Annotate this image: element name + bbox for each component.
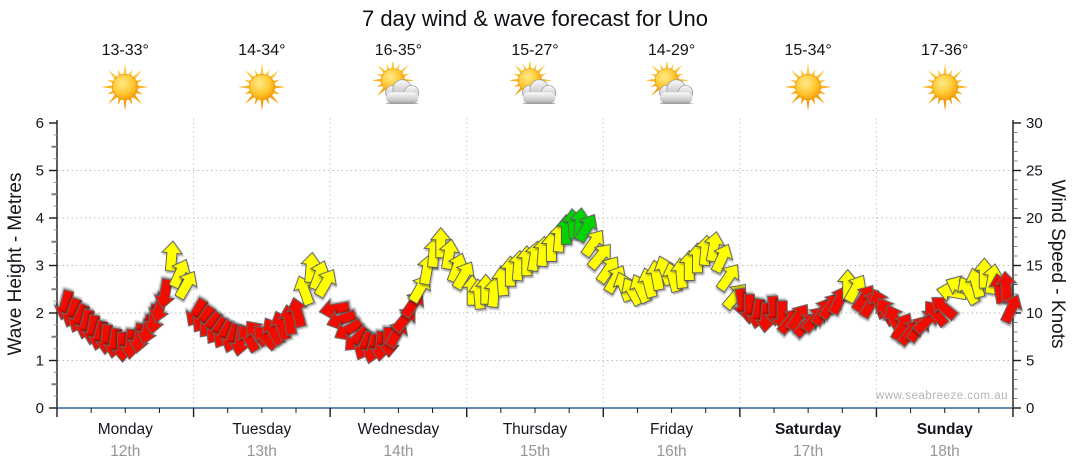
sun-icon (237, 63, 286, 111)
left-axis-label: Wave Height - Metres (5, 172, 26, 356)
day-date: 15th (519, 443, 551, 460)
day-date: 13th (246, 443, 277, 460)
temperature-range: 14-29° (647, 42, 696, 59)
day-column: 13-33° (80, 42, 170, 112)
day-column: 15-27° (490, 42, 580, 112)
wind-arrow (286, 296, 308, 329)
wind-arrow (574, 213, 598, 244)
temperature-range: 15-27° (511, 42, 559, 59)
left-axis-tick-label: 5 (36, 163, 44, 180)
sun-behind-cloud-icon (510, 62, 557, 105)
wind-arrow (703, 230, 726, 263)
right-axis-tick-label: 5 (1026, 353, 1034, 370)
day-date: 17th (793, 443, 824, 460)
temperature-range: 16-35° (374, 42, 423, 59)
right-axis-tick-label: 10 (1026, 305, 1043, 322)
day-column: 16-35° (353, 42, 443, 112)
left-axis-tick-label: 2 (36, 305, 44, 322)
wind-arrow (313, 268, 337, 299)
temperature-range: 17-36° (921, 42, 969, 59)
temperature-range: 13-33° (101, 42, 149, 59)
day-name: Tuesday (232, 421, 292, 438)
day-name: Monday (97, 421, 153, 438)
left-axis-tick-label: 6 (36, 115, 44, 132)
sun-icon (920, 63, 969, 111)
wind-arrow (715, 263, 740, 293)
sun-icon (784, 63, 833, 111)
right-axis-tick-label: 0 (1026, 400, 1034, 417)
right-axis-label: Wind Speed - Knots (1047, 179, 1068, 349)
day-date: 14th (383, 443, 414, 460)
wind-arrow (710, 243, 734, 275)
day-column: 14-29° (627, 42, 717, 112)
day-name: Friday (650, 421, 694, 438)
day-column: 14-34° (217, 42, 307, 112)
day-date: 16th (656, 443, 687, 460)
day-date: 12th (110, 443, 141, 460)
wind-arrow (438, 238, 461, 271)
wind-arrow (174, 270, 198, 301)
day-column: 17-36° (900, 42, 990, 112)
left-axis-tick-label: 0 (36, 400, 44, 417)
sun-behind-cloud-icon (646, 62, 693, 105)
wind-arrow (160, 240, 183, 272)
day-name: Thursday (502, 421, 568, 438)
sun-behind-cloud-icon (373, 62, 420, 105)
sun-icon (101, 63, 150, 111)
right-axis-tick-label: 15 (1026, 258, 1043, 275)
right-axis-tick-label: 25 (1026, 163, 1043, 180)
temperature-range: 15-34° (784, 42, 832, 59)
left-axis-tick-label: 1 (36, 353, 44, 370)
right-axis-tick-label: 30 (1026, 115, 1043, 132)
day-name: Saturday (774, 421, 842, 438)
day-name: Sunday (916, 421, 973, 438)
right-axis-tick-label: 20 (1026, 210, 1043, 227)
left-axis-tick-label: 3 (36, 258, 44, 275)
day-column: 15-34° (763, 42, 853, 112)
chart-title: 7 day wind & wave forecast for Uno (361, 6, 709, 31)
wind-arrow (153, 277, 176, 310)
wind-arrow (1000, 293, 1023, 325)
day-date: 18th (929, 443, 960, 460)
day-name: Wednesday (357, 421, 440, 438)
temperature-range: 14-34° (238, 42, 286, 59)
left-axis-tick-label: 4 (36, 210, 44, 227)
watermark: www.seabreeze.com.au (875, 390, 1008, 402)
